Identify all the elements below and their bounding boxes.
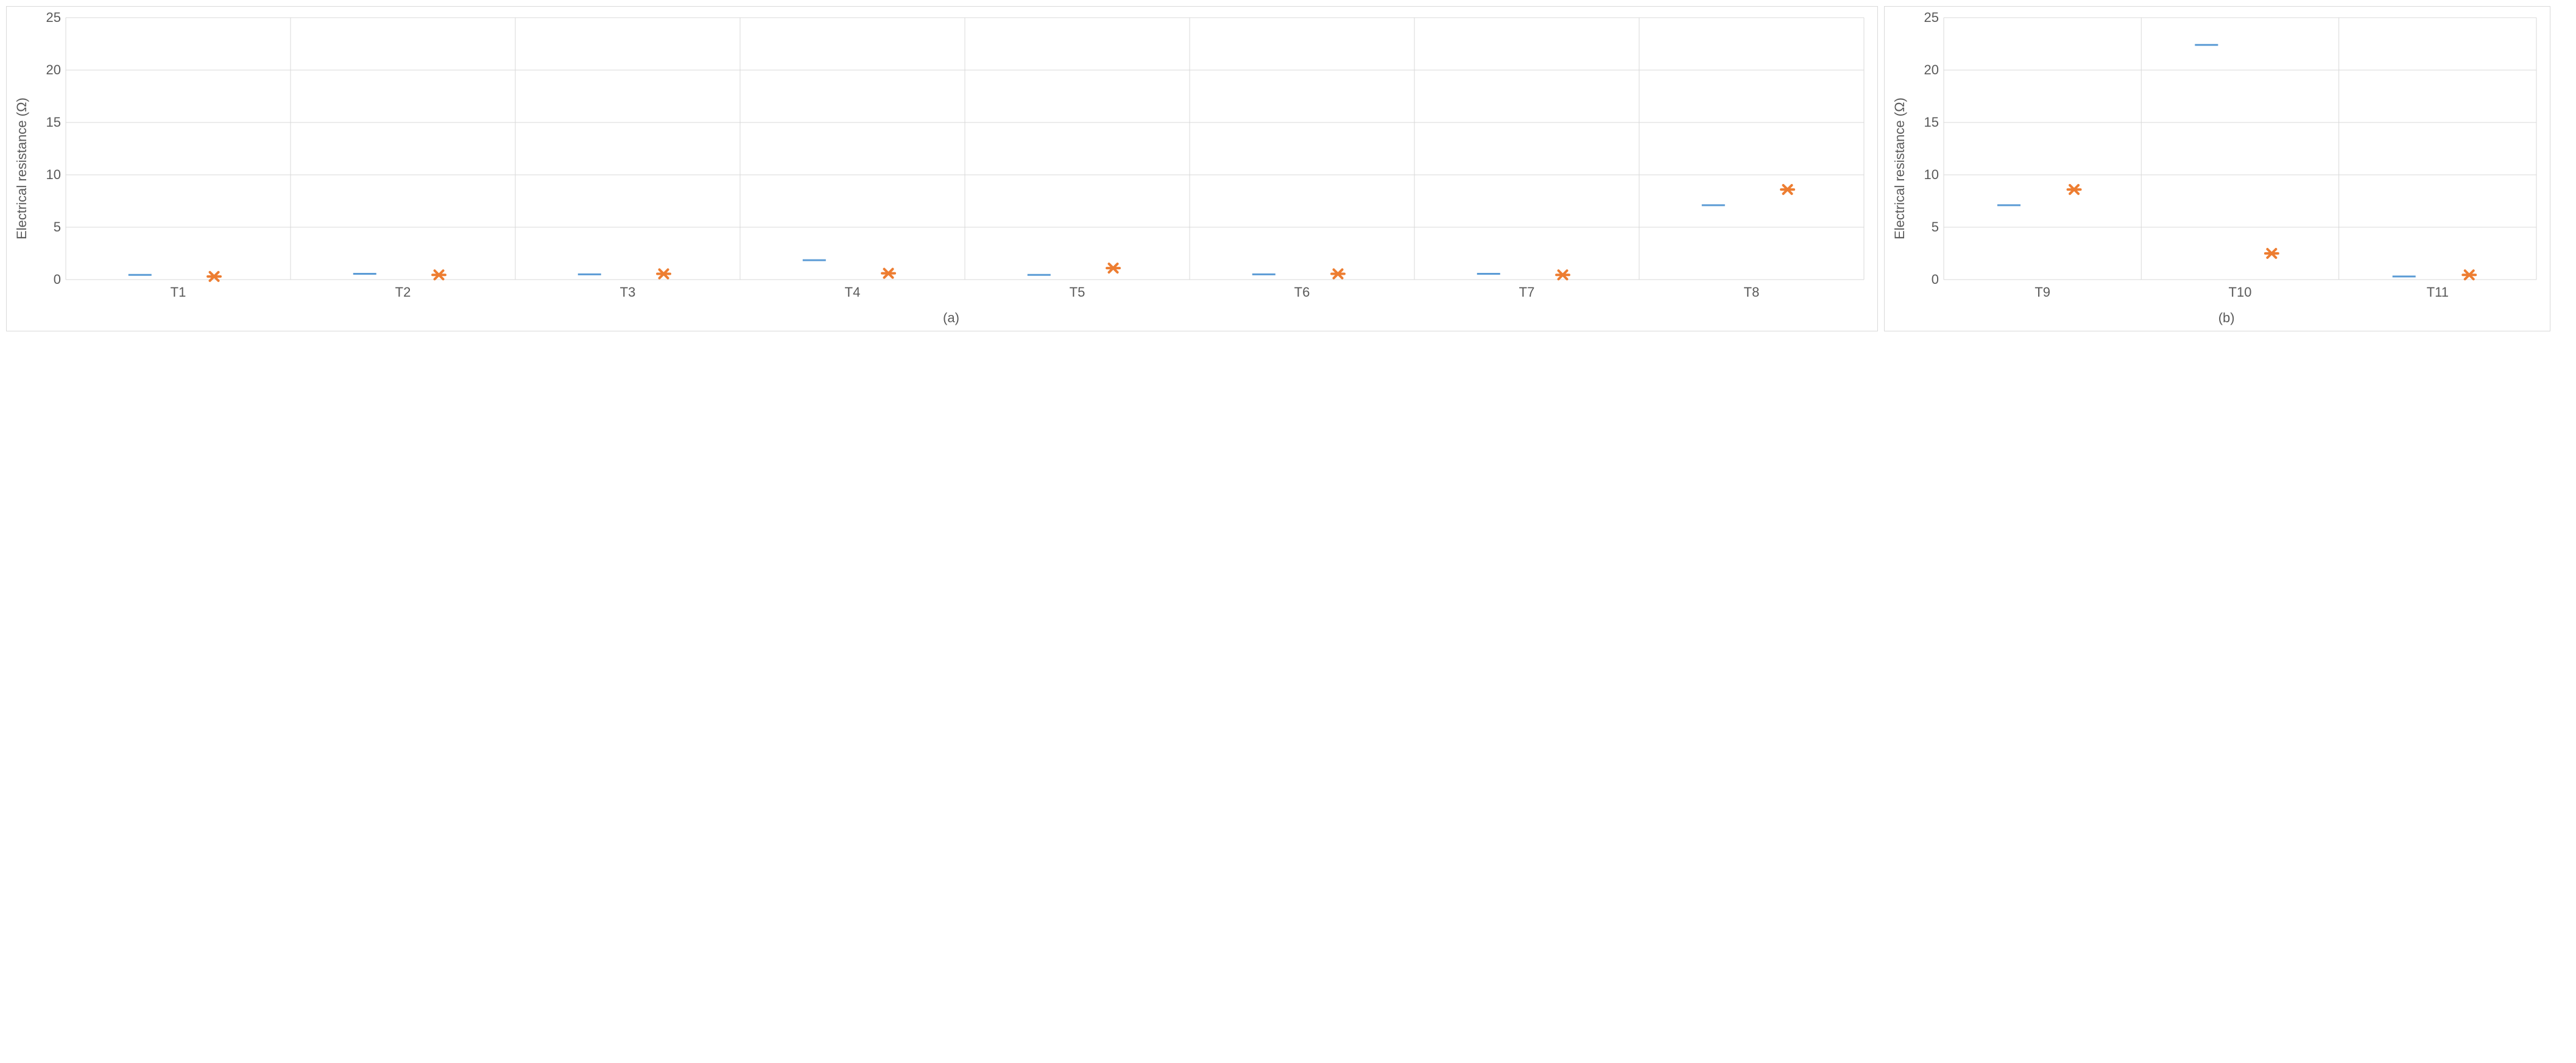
series2-marker [1781,185,1794,194]
xtick-label: T5 [1070,284,1085,300]
xtick-label: T6 [1294,284,1310,300]
ytick-label: 15 [1924,115,1939,130]
series2-marker [657,270,670,278]
xtick-label: T2 [395,284,411,300]
ytick-label: 20 [1924,62,1939,77]
ytick-label: 5 [54,219,61,235]
xtick-label: T4 [845,284,861,300]
series2-marker [2265,249,2278,258]
ytick-label: 10 [46,167,61,182]
ytick-label: 5 [1932,219,1939,235]
series2-marker [1556,270,1569,279]
ytick-label: 25 [1924,12,1939,25]
xtick-label: T11 [2427,284,2449,300]
sublabel-a: (a) [32,304,1870,326]
series2-marker [882,269,895,278]
xtick-label: T1 [171,284,186,300]
ytick-label: 0 [1932,272,1939,287]
ylabel-b: Electrical resistance (Ω) [1890,12,1910,326]
plot-b: 0 5 10 15 20 25 T9 T10 T11 [1910,12,2542,304]
ytick-label: 20 [46,62,61,77]
chart-a-wrap: Electrical resistance (Ω) 0 5 10 15 20 25 T1 T2… [12,12,1870,326]
chart-svg: 0 5 10 15 20 25 T1 T2 T3 T4 T5 T6 T7 T8 [32,12,1870,304]
series2-marker [432,270,445,279]
chart-container: Electrical resistance (Ω) 0 5 10 15 20 25 T1 T2… [6,6,2570,331]
xtick-label: T3 [620,284,636,300]
ytick-label: 15 [46,115,61,130]
chart-b-wrap: Electrical resistance (Ω) 0 5 10 15 20 25 T9 T1… [1890,12,2542,326]
series2-marker [1107,264,1120,272]
xtick-label: T9 [2034,284,2050,300]
series2-marker [2463,270,2475,279]
sublabel-b: (b) [1910,304,2542,326]
ylabel-a: Electrical resistance (Ω) [12,12,32,326]
panel-a: Electrical resistance (Ω) 0 5 10 15 20 25 T1 T2… [6,6,1878,331]
ytick-label: 0 [54,272,61,287]
xtick-label: T8 [1744,284,1760,300]
xtick-label: T7 [1519,284,1535,300]
ytick-label: 10 [1924,167,1939,182]
series2-marker [2068,185,2081,194]
plot-a: 0 5 10 15 20 25 T1 T2 T3 T4 T5 T6 T7 T8 [32,12,1870,304]
ytick-label: 25 [46,12,61,25]
xtick-label: T10 [2229,284,2252,300]
chart-svg: 0 5 10 15 20 25 T9 T10 T11 [1910,12,2542,304]
panel-b: Electrical resistance (Ω) 0 5 10 15 20 25 T9 T1… [1884,6,2550,331]
series2-marker [1332,270,1344,278]
